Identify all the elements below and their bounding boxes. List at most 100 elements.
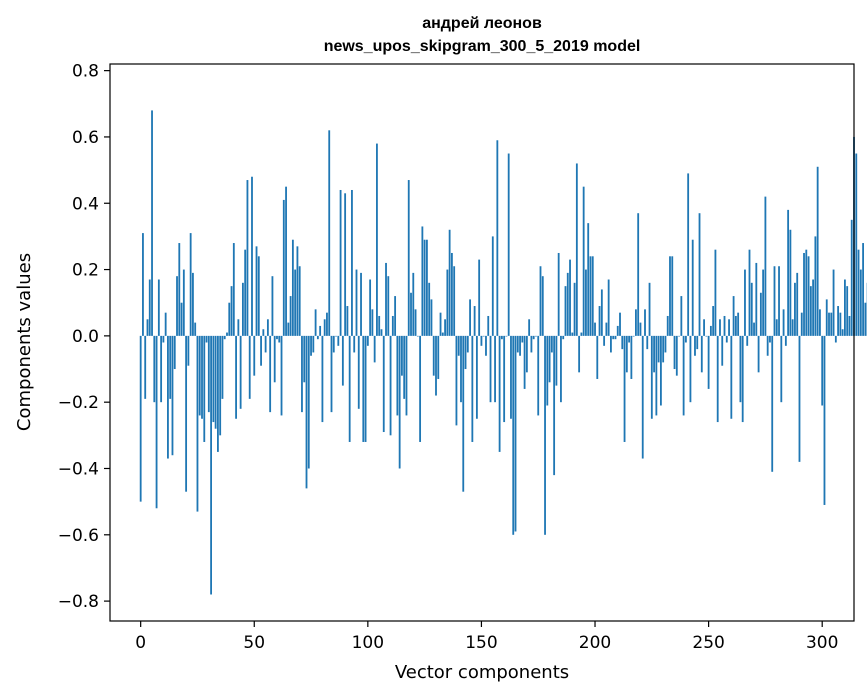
bar-278 — [771, 335, 774, 472]
bar-179 — [546, 335, 549, 406]
bar-210 — [616, 325, 619, 336]
bar-11 — [164, 312, 167, 336]
bar-89 — [341, 335, 344, 386]
bar-137 — [450, 252, 453, 336]
bar-30 — [207, 335, 210, 413]
bar-297 — [814, 236, 817, 336]
bar-147 — [473, 306, 476, 336]
x-tick-label: 0 — [135, 633, 146, 653]
x-tick-label: 100 — [352, 633, 384, 653]
bar-224 — [648, 282, 651, 336]
bar-241 — [687, 173, 690, 336]
bar-269 — [750, 282, 753, 336]
bar-169 — [523, 335, 526, 389]
bar-95 — [355, 269, 358, 336]
bar-75 — [310, 335, 312, 356]
bar-235 — [673, 335, 676, 370]
bar-267 — [746, 335, 749, 346]
bar-122 — [416, 335, 419, 337]
bar-286 — [789, 229, 792, 336]
bar-264 — [739, 335, 742, 403]
x-axis-label: Vector components — [395, 662, 569, 683]
bar-280 — [775, 319, 778, 336]
bar-258 — [725, 335, 728, 343]
bar-54 — [262, 329, 265, 336]
bar-185 — [560, 335, 562, 403]
bar-233 — [669, 256, 671, 336]
bar-35 — [219, 335, 222, 436]
bar-125 — [423, 239, 426, 336]
bar-313 — [850, 219, 853, 336]
bar-229 — [659, 335, 662, 406]
bar-221 — [641, 335, 644, 459]
bar-36 — [221, 335, 224, 399]
bar-56 — [266, 319, 269, 336]
bar-50 — [253, 335, 256, 376]
bar-271 — [755, 262, 758, 336]
bar-20 — [185, 335, 188, 492]
bar-175 — [537, 335, 540, 416]
bar-93 — [351, 189, 353, 336]
bar-143 — [464, 335, 467, 370]
bar-308 — [839, 312, 842, 336]
bar-25 — [196, 335, 199, 512]
bar-219 — [637, 213, 640, 336]
bar-273 — [759, 292, 762, 336]
bar-67 — [291, 239, 294, 336]
bar-116 — [403, 335, 406, 399]
bar-98 — [362, 335, 365, 442]
bar-205 — [605, 322, 608, 336]
bar-53 — [260, 335, 262, 366]
bar-294 — [807, 256, 810, 336]
bar-244 — [694, 335, 696, 356]
bar-135 — [446, 269, 449, 336]
bar-291 — [800, 312, 803, 336]
bar-199 — [591, 256, 594, 336]
bar-2 — [144, 335, 147, 399]
bar-139 — [455, 335, 458, 426]
bar-162 — [507, 153, 510, 336]
bar-282 — [780, 335, 783, 403]
bar-103 — [373, 335, 376, 363]
bar-209 — [614, 335, 617, 340]
bar-13 — [169, 335, 172, 399]
x-tick-label: 250 — [692, 633, 724, 653]
bar-283 — [782, 309, 785, 336]
bar-73 — [305, 335, 308, 489]
bar-207 — [610, 335, 612, 353]
bar-312 — [848, 315, 851, 336]
bar-187 — [564, 286, 567, 336]
bar-130 — [435, 335, 437, 396]
bar-285 — [787, 209, 790, 336]
bar-299 — [819, 309, 821, 336]
bar-301 — [823, 335, 826, 505]
bar-133 — [441, 332, 444, 336]
bar-251 — [709, 325, 712, 336]
bar-319 — [864, 302, 867, 336]
bar-180 — [548, 335, 551, 383]
bar-57 — [269, 335, 272, 413]
x-axis-ticks: 0 50 100 150 200 250 300 — [135, 621, 838, 653]
bar-174 — [535, 335, 537, 337]
bar-231 — [664, 335, 667, 353]
bar-192 — [575, 163, 578, 336]
bar-216 — [630, 335, 633, 379]
bar-275 — [764, 196, 767, 336]
bar-178 — [544, 335, 546, 535]
bar-6 — [153, 335, 156, 403]
x-tick-label: 50 — [243, 633, 265, 653]
y-axis-label: Components values — [14, 253, 35, 431]
bar-107 — [382, 335, 385, 433]
bar-270 — [753, 322, 755, 336]
bar-217 — [632, 335, 635, 337]
bar-85 — [332, 335, 335, 353]
bar-260 — [730, 335, 733, 419]
bar-136 — [448, 229, 451, 336]
bar-62 — [280, 335, 283, 416]
bar-318 — [862, 243, 864, 336]
bar-220 — [639, 322, 642, 336]
bar-245 — [696, 335, 699, 350]
bar-200 — [594, 322, 596, 336]
bar-158 — [498, 335, 501, 452]
